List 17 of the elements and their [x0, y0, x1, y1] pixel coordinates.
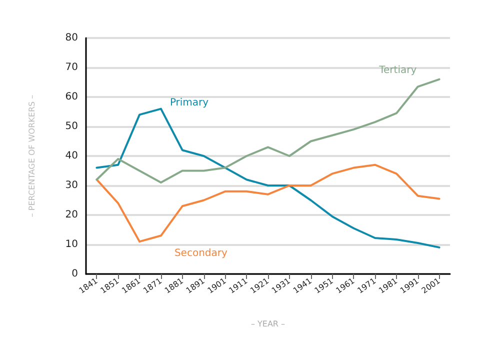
series-label: Secondary [174, 248, 228, 260]
series-label: Primary [170, 97, 209, 108]
y-tick-label: 60 [65, 92, 78, 102]
y-tick-label: 30 [65, 180, 78, 191]
y-tick-label: 20 [65, 210, 78, 220]
y-tick-label: 40 [65, 150, 78, 162]
y-tick-label: 10 [65, 239, 78, 250]
line-series [96, 108, 440, 248]
y-tick-label: 70 [65, 62, 78, 73]
y-tick-label: 50 [65, 121, 78, 132]
line-series [96, 164, 440, 243]
y-axis-title: – PERCENTAGE OF WORKERS – [28, 94, 36, 218]
y-tick-label: 80 [65, 32, 78, 44]
series-label: Tertiary [378, 65, 417, 76]
x-axis-title: – YEAR – [250, 320, 286, 328]
y-tick-label: 0 [72, 268, 78, 280]
line-series [96, 78, 440, 184]
